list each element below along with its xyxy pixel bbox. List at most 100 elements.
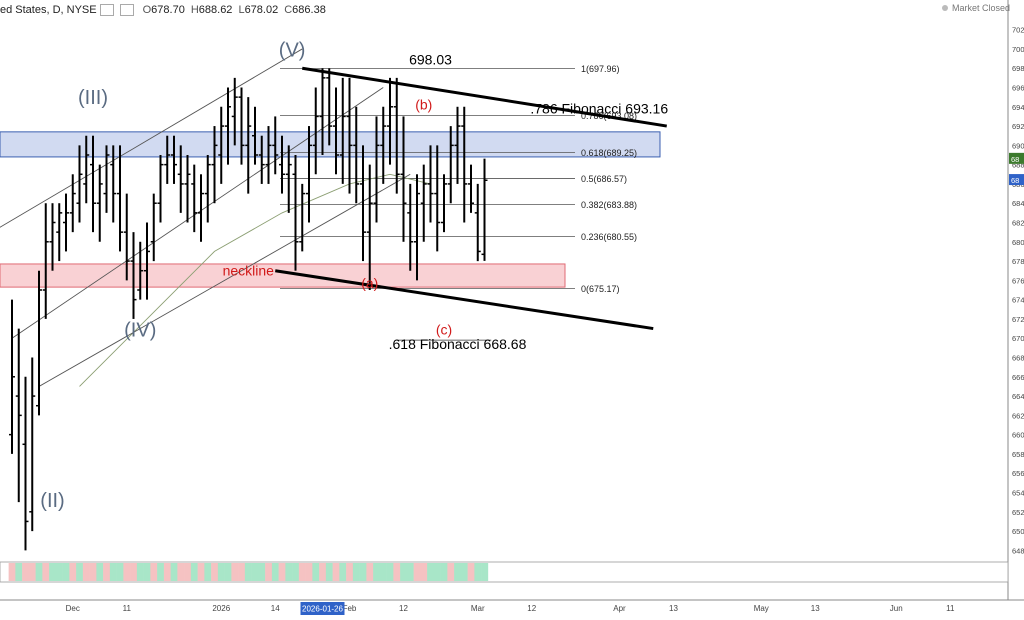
y-tick-label: 682 [1012, 219, 1024, 228]
indicator-cell [150, 563, 158, 581]
indicator-cell [433, 563, 441, 581]
ohlc-close-value: 686.38 [292, 4, 326, 16]
indicator-cell [238, 563, 246, 581]
indicator-cell [170, 563, 178, 581]
symbol-description: ed States, D, NYSE [0, 4, 97, 16]
y-tick-label: 648 [1012, 546, 1024, 555]
indicator-cell [197, 563, 205, 581]
indicator-cell [406, 563, 414, 581]
indicator-cell [109, 563, 117, 581]
y-tick-label: 664 [1012, 392, 1024, 401]
y-tick-label: 660 [1012, 431, 1024, 440]
trend-line [302, 66, 667, 128]
indicator-cell [298, 563, 306, 581]
indicator-cell [190, 563, 198, 581]
price-badge-label: 68 [1011, 155, 1019, 164]
symbol-settings-icon[interactable] [119, 4, 134, 16]
y-tick-label: 690 [1012, 141, 1024, 150]
support-zone [0, 263, 566, 288]
x-tick-label: 12 [527, 604, 536, 613]
y-tick-label: 662 [1012, 411, 1024, 420]
indicator-cell [116, 563, 124, 581]
x-tick-label: 11 [946, 604, 955, 613]
y-tick-label: 658 [1012, 450, 1024, 459]
date-badge [300, 602, 345, 615]
indicator-cell [440, 563, 448, 581]
y-tick-label: 688 [1012, 161, 1024, 170]
y-tick-label: 702 [1012, 26, 1024, 35]
chart-annotation: .786 Fibonacci 693.16 [530, 101, 668, 117]
trend-line [275, 269, 654, 331]
price-badge [1009, 174, 1024, 186]
indicator-cell [42, 563, 50, 581]
indicator-cell [373, 563, 381, 581]
ohlc-low-value: 678.02 [244, 4, 279, 16]
y-tick-label: 700 [1012, 45, 1024, 54]
fib-level-label: 0.236(680.55) [581, 232, 637, 242]
x-tick-label: 13 [669, 604, 678, 613]
x-tick-label: May [754, 604, 769, 613]
indicator-cell [82, 563, 90, 581]
ohlc-open-key: O [142, 4, 152, 16]
price-badge [1009, 152, 1024, 164]
y-tick-label: 676 [1012, 276, 1024, 285]
x-tick-label: 12 [399, 604, 408, 613]
indicator-cell [157, 563, 165, 581]
chart-annotation: (II) [40, 490, 64, 512]
x-tick-label: Jun [890, 604, 903, 613]
indicator-cell [352, 563, 360, 581]
indicator-cell [251, 563, 259, 581]
indicator-cell [96, 563, 104, 581]
indicator-cell [292, 563, 300, 581]
indicator-cell [339, 563, 347, 581]
indicator-cell [62, 563, 70, 581]
indicator-cell [8, 563, 16, 581]
indicator-cell [359, 563, 367, 581]
channel-line [38, 173, 411, 387]
channel-line [0, 48, 303, 228]
symbol-toggle-icon[interactable] [99, 4, 114, 16]
x-tick-label: 11 [123, 604, 132, 613]
chart-annotation: (a) [361, 275, 378, 291]
indicator-cell [22, 563, 30, 581]
indicator-cell [447, 563, 455, 581]
fib-level-label: 0.618(689.25) [581, 148, 637, 158]
y-tick-label: 678 [1012, 257, 1024, 266]
date-badge-label: 2026-01-26 [302, 605, 343, 614]
indicator-cell [427, 563, 435, 581]
market-status-dot-icon [941, 5, 948, 11]
indicator-cell [393, 563, 401, 581]
x-tick-label: 14 [271, 604, 280, 613]
indicator-cell [69, 563, 77, 581]
ohlc-open-value: 678.70 [151, 4, 185, 16]
indicator-cell [346, 563, 354, 581]
indicator-cell [55, 563, 63, 581]
fib-level-label: 1(697.96) [581, 64, 620, 74]
indicator-cell [103, 563, 111, 581]
indicator-cell [224, 563, 232, 581]
indicator-cell [35, 563, 43, 581]
indicator-cell [143, 563, 151, 581]
y-tick-label: 652 [1012, 508, 1024, 517]
indicator-cell [278, 563, 286, 581]
fib-level-label: 0(675.17) [581, 284, 620, 294]
indicator-cell [386, 563, 394, 581]
fib-level-label: 0.5(686.57) [581, 174, 627, 184]
price-badge-label: 68 [1011, 176, 1019, 185]
indicator-cell [454, 563, 462, 581]
indicator-cell [400, 563, 408, 581]
chart-annotation: (b) [415, 97, 432, 113]
indicator-cell [130, 563, 138, 581]
channel-line [11, 87, 384, 339]
market-status: Market Closed [941, 3, 1010, 13]
indicator-cell [184, 563, 192, 581]
chart-annotation: (IV) [124, 319, 156, 341]
indicator-cell [305, 563, 313, 581]
ohlc-close-key: C [284, 4, 293, 16]
indicator-cell [89, 563, 97, 581]
ohlc-low-key: L [238, 4, 245, 16]
indicator-cell [28, 563, 36, 581]
indicator-cell [163, 563, 171, 581]
indicator-cell [15, 563, 23, 581]
